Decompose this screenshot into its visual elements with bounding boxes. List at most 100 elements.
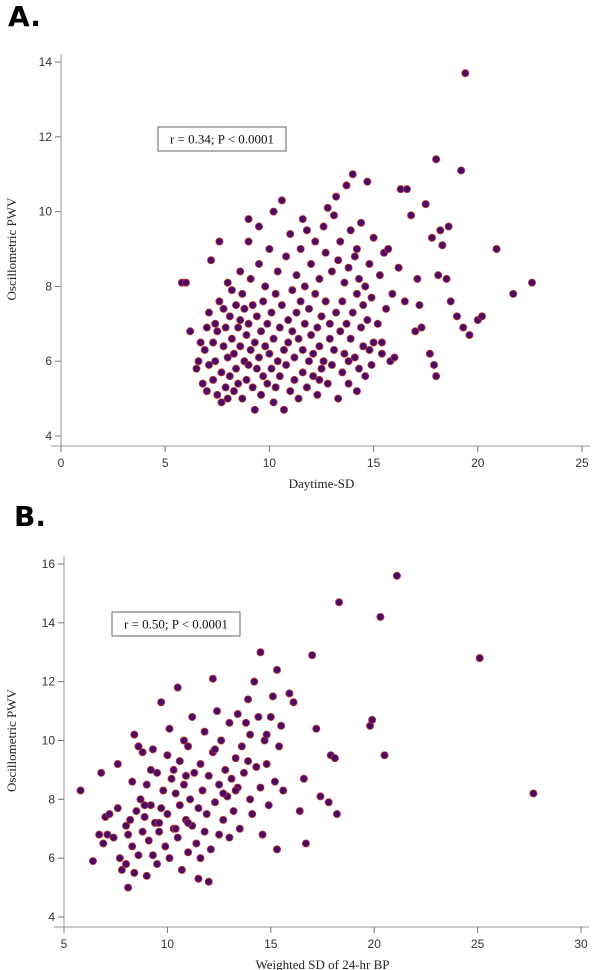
scatter-point	[417, 323, 426, 332]
scatter-point	[259, 372, 268, 381]
annotation-text: r = 0.34; P < 0.0001	[170, 132, 274, 147]
scatter-point	[332, 810, 341, 819]
scatter-point	[221, 383, 230, 392]
scatter-point	[138, 748, 147, 757]
scatter-point	[363, 177, 372, 186]
scatter-point	[254, 712, 263, 721]
scatter-point	[344, 379, 353, 388]
scatter-point	[246, 345, 255, 354]
scatter-point	[179, 780, 188, 789]
scatter-point	[244, 360, 253, 369]
scatter-point	[265, 349, 274, 358]
scatter-point	[215, 297, 224, 306]
scatter-point	[167, 774, 176, 783]
correlation-annotation: r = 0.50; P < 0.0001	[111, 611, 241, 637]
scatter-point	[264, 801, 273, 810]
scatter-point	[315, 274, 324, 283]
scatter-point	[373, 319, 382, 328]
y-tick-label: 10	[42, 734, 56, 748]
scatter-point	[229, 807, 238, 816]
x-tick-label: 25	[471, 937, 485, 951]
scatter-point	[219, 304, 228, 313]
scatter-point	[277, 301, 286, 310]
scatter-point	[165, 854, 174, 863]
scatter-point	[407, 211, 416, 220]
scatter-point	[229, 349, 238, 358]
scatter-point	[446, 297, 455, 306]
scatter-point	[286, 230, 295, 239]
scatter-point	[232, 301, 241, 310]
scatter-point	[175, 801, 184, 810]
scatter-point	[282, 360, 291, 369]
scatter-point	[459, 323, 468, 332]
scatter-point	[232, 364, 241, 373]
scatter-point	[269, 207, 278, 216]
scatter-point	[153, 768, 162, 777]
scatter-point	[324, 798, 333, 807]
annotation-box	[111, 611, 241, 637]
scatter-point	[442, 274, 451, 283]
scatter-point	[233, 710, 242, 719]
y-tick-label: 16	[42, 557, 56, 571]
scatter-point	[252, 762, 261, 771]
scatter-point	[308, 651, 317, 660]
scatter-point	[315, 375, 324, 384]
scatter-point	[350, 252, 359, 261]
scatter-point	[369, 338, 378, 347]
scatter-point	[211, 357, 220, 366]
scatter-point	[298, 215, 307, 224]
scatter-point	[227, 286, 236, 295]
scatter-point	[327, 267, 336, 276]
scatter-point	[363, 316, 372, 325]
scatter-point	[130, 730, 139, 739]
scatter-point	[202, 810, 211, 819]
scatter-point	[242, 375, 251, 384]
scatter-point	[307, 331, 316, 340]
scatter-point	[323, 203, 332, 212]
scatter-point	[196, 338, 205, 347]
scatter-point	[296, 297, 305, 306]
scatter-point	[236, 316, 245, 325]
scatter-point	[200, 727, 209, 736]
scatter-point	[138, 827, 147, 836]
scatter-point	[334, 256, 343, 265]
scatter-point	[294, 334, 303, 343]
scatter-point	[282, 252, 291, 261]
x-tick-label: 15	[264, 937, 278, 951]
scatter-point	[269, 334, 278, 343]
scatter-point	[238, 394, 247, 403]
scatter-point	[246, 274, 255, 283]
scatter-point	[153, 860, 162, 869]
scatter-point	[457, 166, 466, 175]
scatter-point	[248, 810, 257, 819]
scatter-point	[182, 771, 191, 780]
scatter-point	[427, 233, 436, 242]
scatter-point	[289, 698, 298, 707]
scatter-point	[221, 765, 230, 774]
scatter-point	[336, 237, 345, 246]
scatter-point	[173, 683, 182, 692]
scatter-point	[330, 345, 339, 354]
scatter-point	[204, 877, 213, 886]
scatter-point	[432, 372, 441, 381]
scatter-point	[432, 155, 441, 164]
scatter-point	[231, 754, 240, 763]
y-axis-title: Oscillometric PWV	[4, 197, 19, 301]
scatter-point	[198, 786, 207, 795]
scatter-point	[527, 278, 536, 287]
scatter-point	[97, 768, 106, 777]
scatter-point	[142, 871, 151, 880]
scatter-point	[271, 383, 280, 392]
scatter-point	[252, 364, 261, 373]
scatter-point	[461, 69, 470, 78]
scatter-point	[140, 801, 149, 810]
scatter-point	[335, 598, 344, 607]
scatter-point	[317, 312, 326, 321]
scatter-point	[436, 226, 445, 235]
scatter-point	[142, 780, 151, 789]
scatter-point	[126, 815, 135, 824]
scatter-point	[355, 364, 364, 373]
scatter-chart-a: 4 6 8 10 12 14 0 5 10 15 20 25 Daytime-SD Oscillometr…	[4, 54, 590, 491]
scatter-point	[244, 215, 253, 224]
